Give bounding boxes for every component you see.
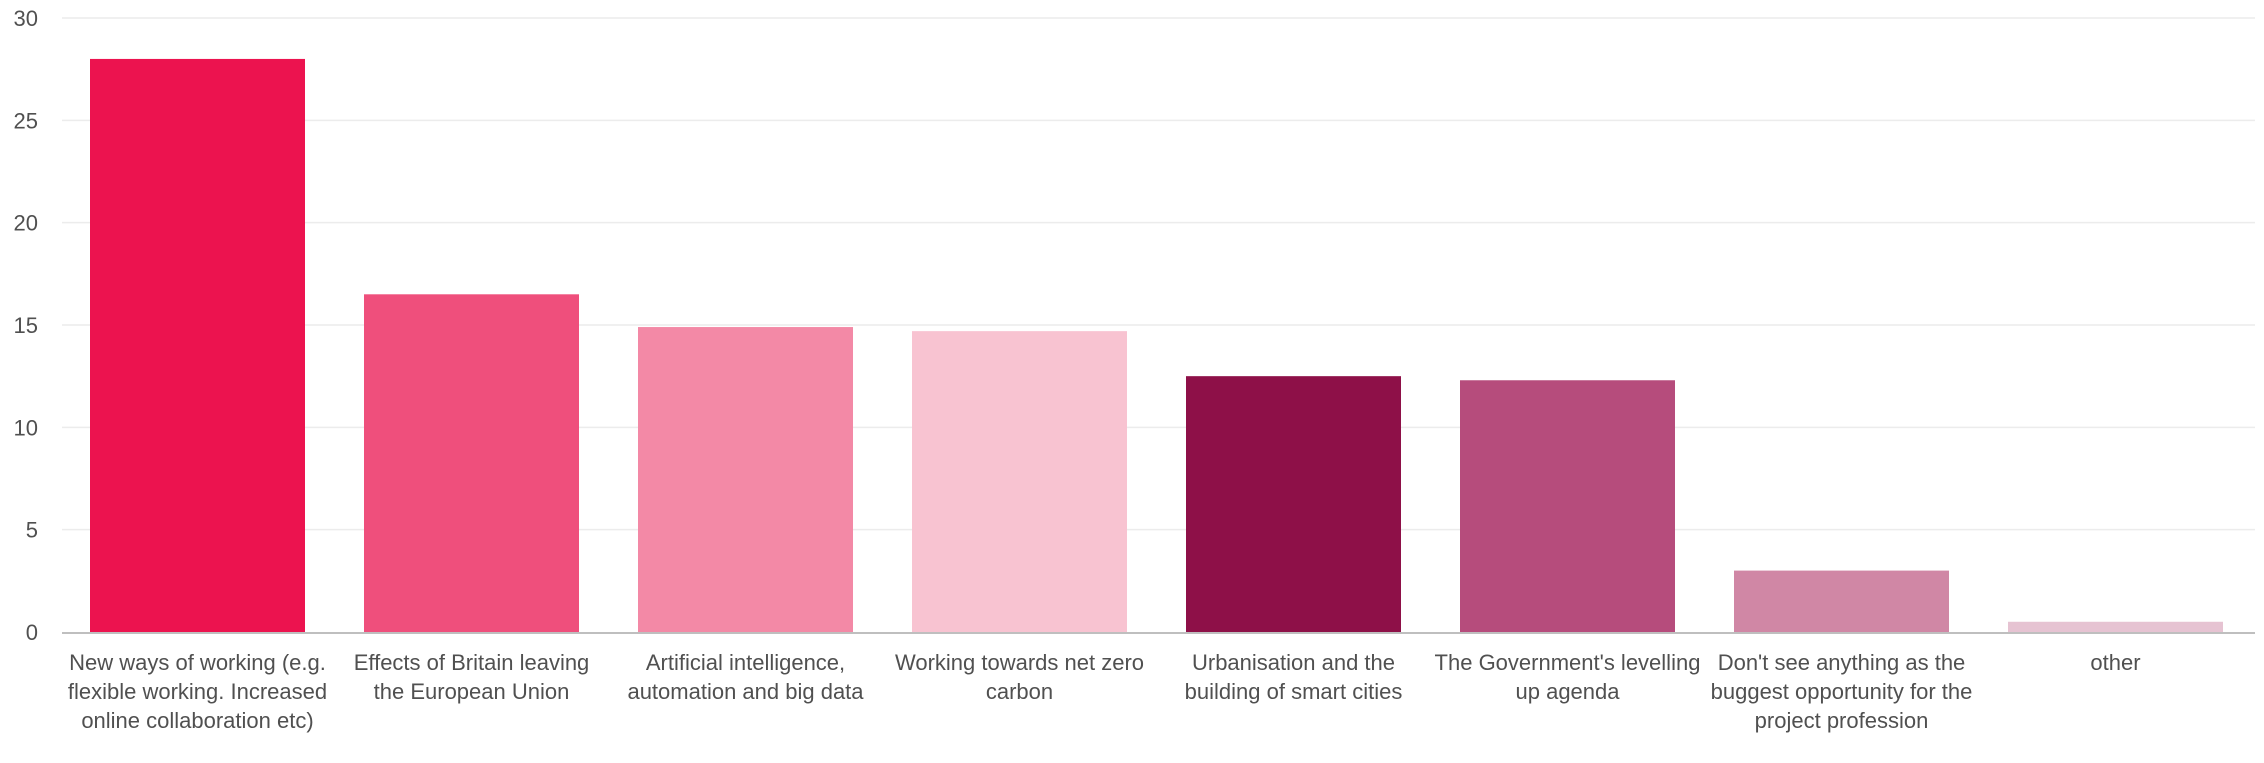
category-label-1: New ways of working (e.g. flexible worki… [67, 650, 328, 733]
bar-8 [2008, 621, 2223, 632]
y-tick-label: 15 [14, 313, 38, 338]
category-label-6: The Government's levelling up agenda [1434, 650, 1701, 704]
category-label-2: Effects of Britain leaving the European … [353, 650, 590, 704]
y-tick-label: 0 [26, 620, 38, 645]
bar-5 [1186, 376, 1401, 632]
category-label-5: Urbanisation and the building of smart c… [1184, 650, 1403, 704]
bar-3 [638, 327, 853, 632]
bars [90, 58, 2223, 632]
category-label-7: Don't see anything as the buggest opport… [1710, 650, 1973, 733]
y-tick-label: 20 [14, 211, 38, 236]
y-tick-label: 25 [14, 108, 38, 133]
y-tick-label: 10 [14, 415, 38, 440]
y-tick-label: 5 [26, 518, 38, 543]
bar-2 [364, 294, 579, 632]
bar-6 [1460, 380, 1675, 632]
bar-7 [1734, 570, 1949, 632]
y-tick-label: 30 [14, 6, 38, 31]
category-label-8: other [2090, 650, 2141, 675]
y-axis-ticks: 0 5 10 15 20 25 30 [14, 6, 38, 645]
bar-1 [90, 58, 305, 632]
category-label-3: Artificial intelligence, automation and … [627, 650, 864, 704]
category-label-4: Working towards net zero carbon [894, 650, 1145, 704]
bar-4 [912, 331, 1127, 632]
